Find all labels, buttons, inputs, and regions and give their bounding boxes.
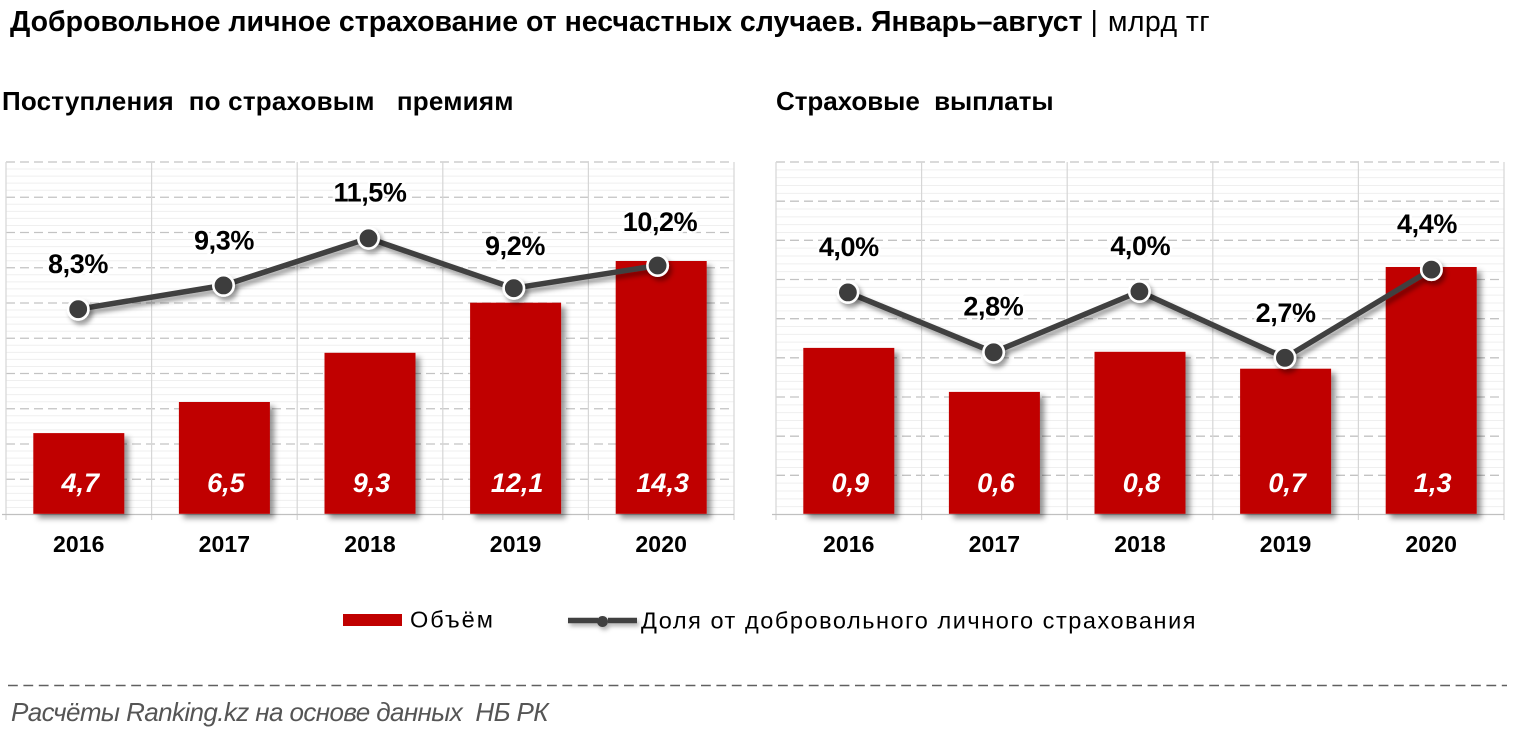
svg-text:2017: 2017: [199, 531, 251, 557]
svg-text:4,0%: 4,0%: [1110, 231, 1170, 261]
svg-text:0,9: 0,9: [832, 468, 870, 498]
svg-text:4,7: 4,7: [61, 468, 102, 498]
svg-text:8,3%: 8,3%: [48, 249, 108, 279]
svg-text:2020: 2020: [1405, 531, 1457, 557]
svg-text:9,3%: 9,3%: [194, 226, 254, 256]
svg-text:0,6: 0,6: [977, 468, 1016, 498]
svg-text:2016: 2016: [53, 531, 105, 557]
svg-text:Объём: Объём: [410, 607, 495, 633]
svg-text:14,3: 14,3: [636, 468, 689, 498]
svg-text:12,1: 12,1: [491, 468, 544, 498]
svg-text:0,8: 0,8: [1123, 468, 1161, 498]
svg-text:9,3: 9,3: [353, 468, 391, 498]
svg-text:2018: 2018: [344, 531, 396, 557]
svg-text:10,2%: 10,2%: [623, 207, 698, 237]
svg-text:0,7: 0,7: [1268, 468, 1308, 498]
svg-text:2,7%: 2,7%: [1256, 298, 1316, 328]
svg-text:9,2%: 9,2%: [485, 231, 545, 261]
svg-text:2020: 2020: [635, 531, 687, 557]
svg-text:Доля от добровольного личного: Доля от добровольного личного страховани…: [641, 608, 1197, 634]
svg-text:2019: 2019: [1260, 531, 1312, 557]
svg-text:2016: 2016: [823, 531, 875, 557]
svg-text:2018: 2018: [1114, 531, 1166, 557]
svg-text:6,5: 6,5: [207, 468, 246, 498]
svg-text:2019: 2019: [490, 531, 542, 557]
svg-text:4,4%: 4,4%: [1397, 209, 1457, 239]
svg-text:2017: 2017: [969, 531, 1021, 557]
svg-text:11,5%: 11,5%: [333, 177, 406, 207]
svg-text:1,3: 1,3: [1414, 468, 1452, 498]
svg-text:2,8%: 2,8%: [963, 291, 1023, 321]
svg-text:4,0%: 4,0%: [819, 232, 879, 262]
